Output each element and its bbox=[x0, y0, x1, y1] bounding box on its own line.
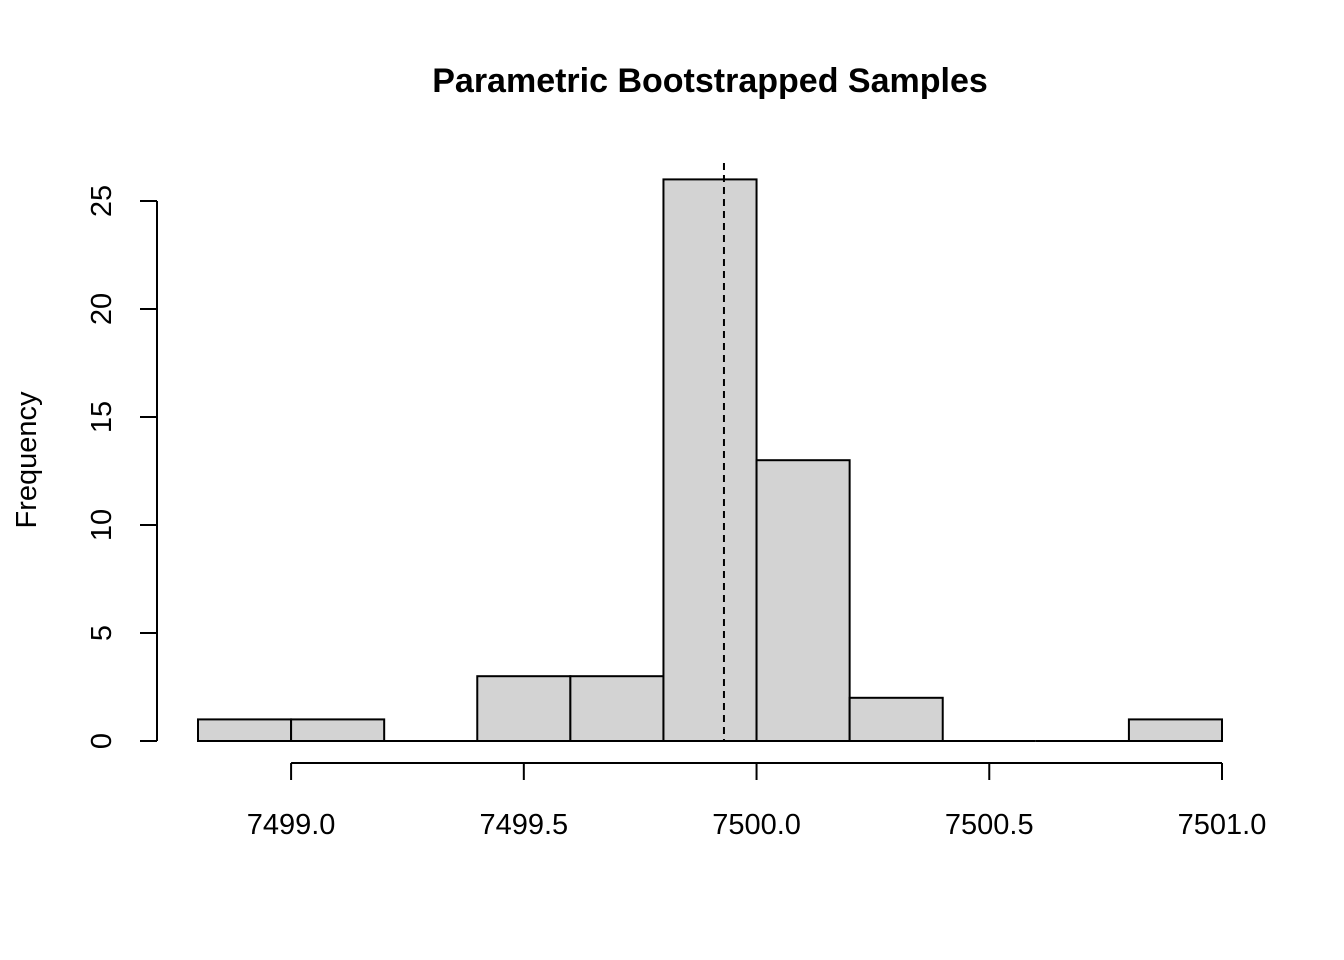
x-tick-label: 7499.5 bbox=[479, 809, 568, 841]
bars-group bbox=[197, 178, 1223, 743]
histogram-bar bbox=[476, 675, 572, 743]
y-tick-label: 5 bbox=[86, 625, 118, 641]
histogram-bar bbox=[848, 696, 944, 742]
y-tick-label: 10 bbox=[86, 509, 118, 541]
x-tick-label: 7500.5 bbox=[945, 809, 1034, 841]
y-axis-label: Frequency bbox=[11, 391, 43, 529]
y-tick-label: 20 bbox=[86, 293, 118, 325]
y-axis: 0 5 10 15 20 25 bbox=[86, 185, 158, 749]
x-tick-label: 7501.0 bbox=[1178, 809, 1267, 841]
y-tick-label: 0 bbox=[86, 733, 118, 749]
x-tick-label: 7500.0 bbox=[712, 809, 801, 841]
x-axis: 7499.0 7499.5 7500.0 7500.5 7501.0 bbox=[247, 762, 1267, 841]
y-tick-label: 15 bbox=[86, 401, 118, 433]
histogram-bar bbox=[569, 675, 665, 743]
x-tick-label: 7499.0 bbox=[247, 809, 336, 841]
histogram-bar bbox=[290, 718, 386, 743]
histogram-bar bbox=[1127, 718, 1223, 743]
histogram-bar bbox=[755, 459, 851, 742]
histogram-bar bbox=[197, 718, 293, 743]
histogram-bar bbox=[662, 178, 758, 742]
chart-title: Parametric Bootstrapped Samples bbox=[432, 62, 988, 100]
y-tick-label: 25 bbox=[86, 185, 118, 217]
